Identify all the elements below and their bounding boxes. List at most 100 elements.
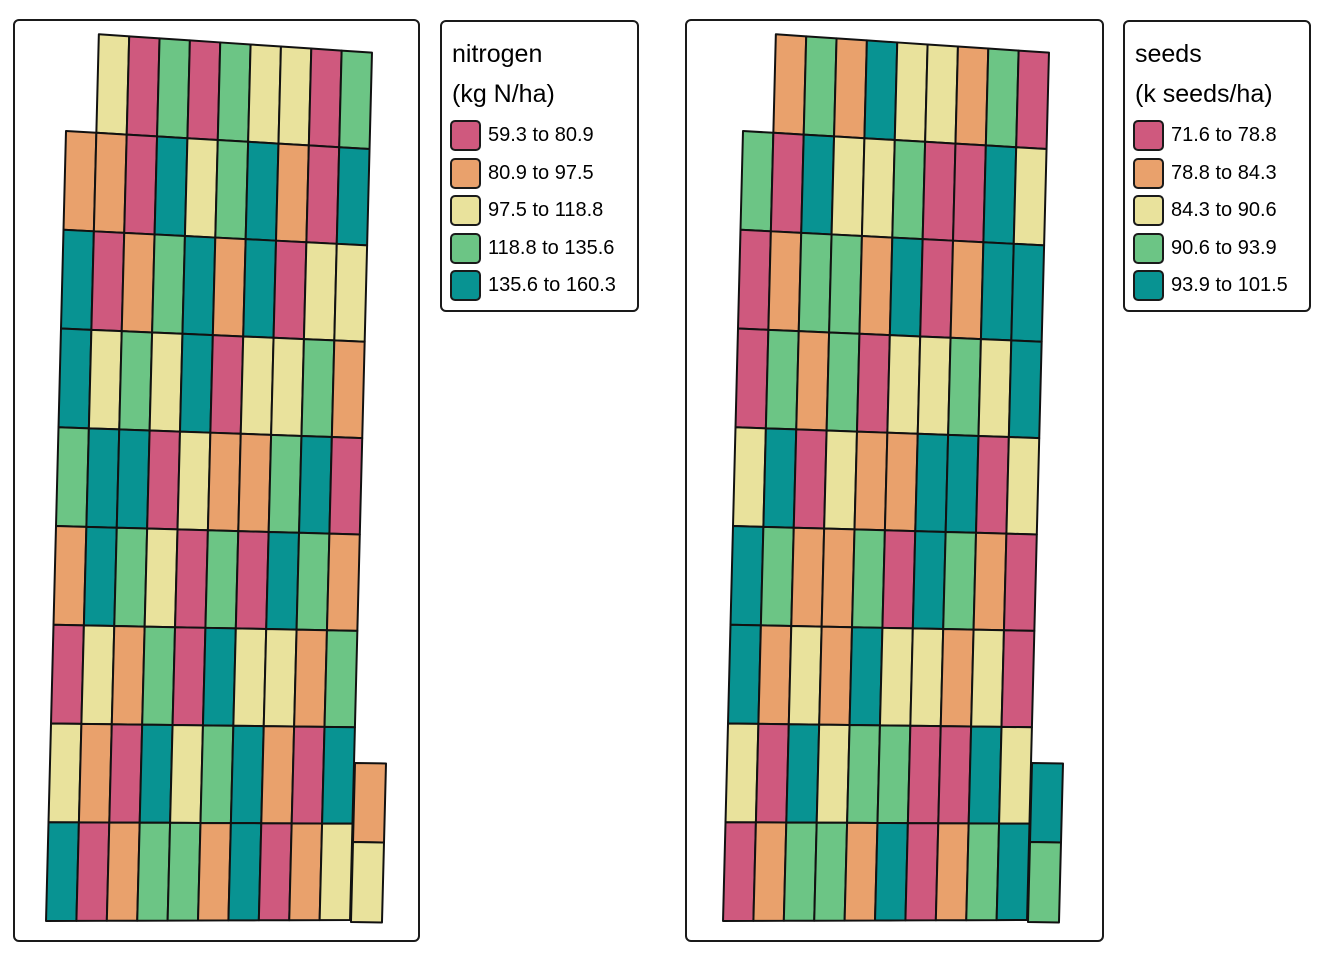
plot-cell xyxy=(790,526,826,628)
legend-label: 135.6 to 160.3 xyxy=(488,273,616,296)
plot-cell xyxy=(787,624,823,726)
legend-item: 71.6 to 78.8 xyxy=(1133,118,1277,152)
plot-cell xyxy=(998,725,1033,825)
plot-cell xyxy=(734,327,770,430)
plot-cell xyxy=(830,135,866,237)
plot-cell xyxy=(833,37,868,140)
plot-cell xyxy=(860,137,896,239)
plot-cell xyxy=(1007,339,1043,440)
legend-label: 59.3 to 80.9 xyxy=(488,123,594,146)
plot-cell xyxy=(947,336,982,437)
plot-cell xyxy=(916,335,952,436)
plot-cell xyxy=(846,724,881,824)
plot-cell xyxy=(967,725,1003,825)
legend-swatch xyxy=(450,194,481,226)
legend-swatch xyxy=(1133,157,1164,189)
plot-cell xyxy=(818,625,854,726)
plot-cell xyxy=(754,722,790,824)
plot-cell-extra xyxy=(1026,841,1063,924)
plot-cell xyxy=(995,822,1031,922)
nitrogen-legend: nitrogen (kg N/ha) 59.3 to 80.9 80.9 to … xyxy=(440,20,639,312)
plot-cell xyxy=(762,427,798,529)
plot-cell xyxy=(863,39,899,141)
plot-cell xyxy=(729,525,765,627)
plot-cell xyxy=(883,431,919,533)
plot-cell xyxy=(785,723,821,824)
plot-cell xyxy=(1005,436,1041,536)
plot-cell xyxy=(876,724,912,825)
legend-subtitle: (kg N/ha) xyxy=(452,80,555,108)
plot-cell xyxy=(792,428,828,530)
plot-cell xyxy=(727,623,762,725)
plot-cell xyxy=(893,41,929,143)
plot-cell xyxy=(1000,629,1036,729)
legend-label: 71.6 to 78.8 xyxy=(1171,123,1277,146)
plot-cell xyxy=(886,334,922,435)
plot-cell xyxy=(732,426,767,528)
plot-cell xyxy=(970,628,1005,728)
plot-cell xyxy=(904,822,940,922)
plot-cell xyxy=(965,822,1001,922)
plot-cell xyxy=(944,433,980,534)
plot-cell xyxy=(764,328,800,431)
plot-cell xyxy=(909,627,945,728)
plot-cell xyxy=(934,822,970,922)
legend-item: 84.3 to 90.6 xyxy=(1133,193,1277,227)
legend-label: 84.3 to 90.6 xyxy=(1171,198,1277,221)
plot-cell xyxy=(921,140,957,242)
legend-swatch xyxy=(450,269,481,301)
plot-cell xyxy=(942,530,978,631)
plot-cell xyxy=(975,434,1010,535)
plot-cell xyxy=(919,238,955,339)
plot-cell xyxy=(972,531,1008,632)
plot-cell xyxy=(737,228,772,331)
plot-cell xyxy=(724,722,760,824)
plot-cell xyxy=(802,35,838,138)
legend-swatch xyxy=(1133,269,1164,301)
plot-cell xyxy=(813,821,849,922)
legend-title: nitrogen xyxy=(452,40,543,68)
legend-item: 97.5 to 118.8 xyxy=(450,193,603,227)
plot-cell xyxy=(878,626,914,727)
plot-cell xyxy=(815,723,851,824)
seeds-legend: seeds (k seeds/ha) 71.6 to 78.8 78.8 to … xyxy=(1123,20,1311,312)
plot-cell xyxy=(914,432,950,533)
legend-label: 118.8 to 135.6 xyxy=(488,236,615,259)
plot-cell xyxy=(982,144,1018,245)
legend-label: 90.6 to 93.9 xyxy=(1171,236,1277,259)
plot-cell xyxy=(772,33,808,136)
legend-swatch xyxy=(1133,119,1164,151)
plot-cell xyxy=(891,139,927,241)
legend-swatch xyxy=(1133,194,1164,226)
plot-cell xyxy=(1012,146,1048,247)
plot-cell xyxy=(855,332,891,434)
plot-cell xyxy=(853,430,889,532)
plot-cell xyxy=(911,530,947,631)
plot-cell xyxy=(752,821,788,922)
plot-cell xyxy=(769,131,805,234)
plot-cell xyxy=(1010,242,1046,343)
plot-cell xyxy=(949,239,985,341)
legend-label: 78.8 to 84.3 xyxy=(1171,161,1277,184)
plot-cell xyxy=(739,130,775,233)
plot-cell xyxy=(906,724,942,825)
plot-cell xyxy=(858,235,894,337)
legend-label: 97.5 to 118.8 xyxy=(488,198,604,221)
plot-cell xyxy=(823,429,858,531)
plot-cell xyxy=(979,241,1015,342)
plot-cell xyxy=(795,330,831,432)
legend-item: 90.6 to 93.9 xyxy=(1133,231,1277,265)
legend-title: seeds xyxy=(1135,40,1202,68)
legend-item: 93.9 to 101.5 xyxy=(1133,268,1288,302)
plot-cell xyxy=(937,725,973,825)
legend-swatch xyxy=(450,157,481,189)
plot-cell xyxy=(767,230,803,333)
legend-label: 80.9 to 97.5 xyxy=(488,161,594,184)
legend-item: 135.6 to 160.3 xyxy=(450,268,616,302)
legend-label: 93.9 to 101.5 xyxy=(1171,273,1288,296)
plot-cell xyxy=(939,628,975,728)
plot-cell xyxy=(820,527,856,629)
plot-cell xyxy=(759,525,795,627)
plot-cell xyxy=(1015,49,1050,150)
plot-cell xyxy=(952,142,987,244)
